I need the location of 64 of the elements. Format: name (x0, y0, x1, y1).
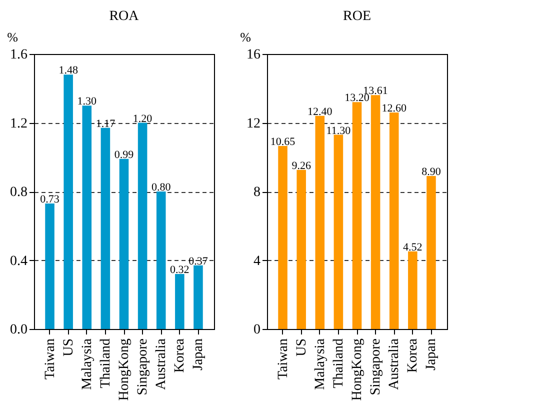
bar (296, 170, 306, 329)
data-label: 12.40 (308, 106, 333, 118)
y-tick-label: 1.2 (10, 116, 28, 132)
x-tick-label: US (61, 338, 76, 356)
data-label: 0.73 (40, 194, 60, 206)
bar (175, 274, 184, 329)
y-tick-label: 4 (254, 254, 260, 269)
data-label: 8.90 (422, 166, 442, 178)
data-label: 12.60 (382, 102, 407, 114)
chart-title: ROE (343, 9, 371, 24)
y-tick-label: 0 (254, 322, 260, 338)
bar (82, 106, 92, 329)
data-label: 1.48 (58, 64, 78, 77)
y-tick-label: 0.8 (10, 185, 28, 200)
data-label: 0.32 (170, 264, 190, 276)
y-tick-label: 0.4 (10, 254, 28, 269)
x-tick-label: HongKong (350, 338, 365, 401)
bar (138, 122, 148, 329)
y-tick-label: 16 (246, 48, 260, 62)
bar (315, 116, 325, 329)
chart-title: ROA (109, 9, 140, 24)
data-label: 10.65 (270, 136, 296, 148)
x-tick-label: Malaysia (312, 338, 328, 390)
data-label: 9.26 (292, 160, 312, 172)
x-tick-label: Japan (191, 338, 206, 370)
bar (278, 146, 288, 329)
y-tick-label: 1.6 (10, 48, 28, 62)
y-tick-label: 8 (254, 185, 260, 200)
x-tick-label: Singapore (136, 338, 151, 396)
x-tick-label: Australia (387, 338, 402, 390)
bar (45, 204, 54, 329)
data-label: 0.99 (114, 148, 134, 161)
x-tick-label: US (294, 338, 310, 356)
bar (408, 251, 418, 329)
bar (100, 128, 110, 329)
x-tick-label: HongKong (117, 338, 132, 401)
bar (156, 192, 166, 329)
x-tick-label: Taiwan (276, 338, 291, 380)
data-label: 1.20 (132, 112, 153, 125)
bar (119, 158, 129, 329)
data-label: 4.52 (403, 241, 422, 254)
bar (194, 265, 203, 329)
data-label: 1.30 (77, 96, 98, 108)
x-tick-label: Malaysia (80, 338, 95, 390)
x-tick-label: Thailand (331, 338, 346, 388)
x-tick-label: Korea (172, 338, 188, 373)
x-tick-label: Australia (154, 338, 170, 390)
y-axis-title: % (7, 30, 18, 44)
x-tick-label: Singapore (368, 338, 384, 396)
data-label: 11.30 (326, 124, 352, 137)
bar (426, 176, 436, 329)
data-label: 0.80 (151, 182, 172, 194)
x-tick-label: Japan (424, 338, 440, 370)
bar (64, 74, 73, 329)
y-tick-label: 12 (246, 116, 260, 132)
bar (389, 112, 399, 329)
bar (334, 134, 344, 329)
x-tick-label: Taiwan (42, 338, 58, 380)
bar (352, 102, 362, 329)
y-tick-label: 0.0 (10, 322, 28, 338)
x-tick-label: Korea (406, 338, 421, 373)
x-tick-label: Thailand (98, 338, 114, 388)
bar (370, 95, 380, 329)
y-axis-title: % (240, 30, 252, 44)
